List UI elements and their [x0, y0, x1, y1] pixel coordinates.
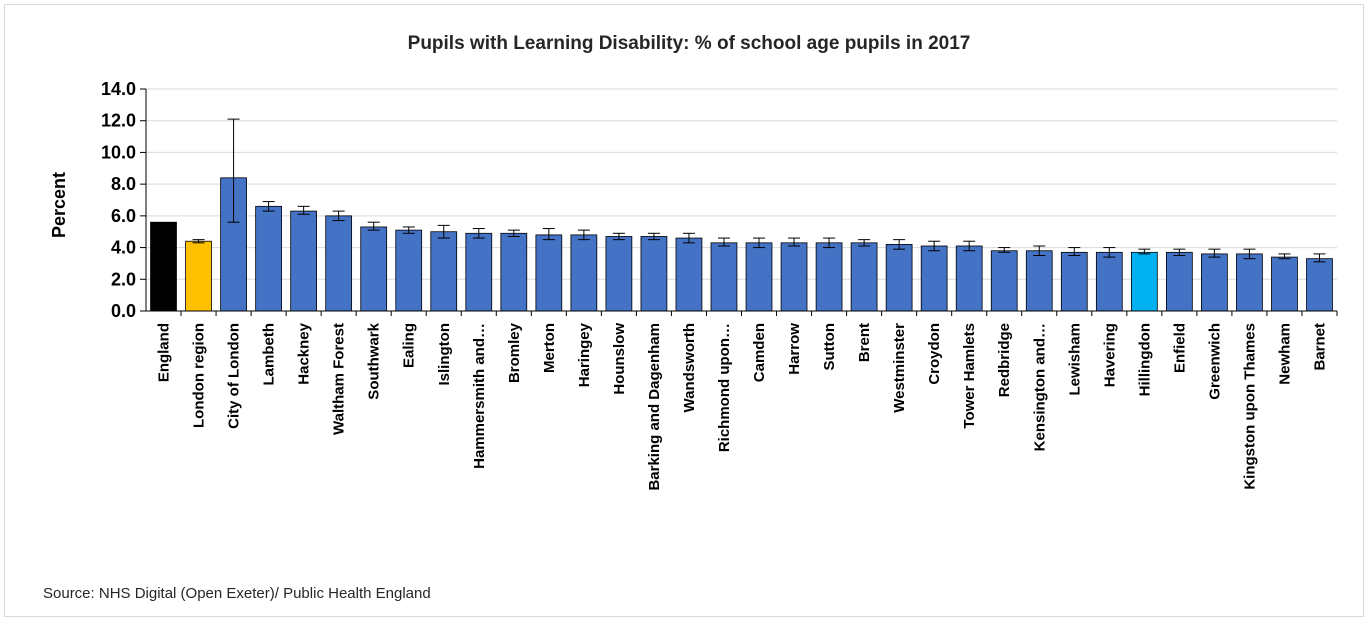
- x-tick-label: Brent: [856, 323, 873, 362]
- bar: [1130, 251, 1158, 312]
- x-tick-label: Wandsworth: [681, 323, 698, 412]
- bar: [1095, 251, 1123, 312]
- bar: [885, 243, 913, 312]
- y-tick-label: 12.0: [101, 111, 136, 131]
- x-tick-label: Sutton: [821, 323, 838, 370]
- x-tick-label: Havering: [1101, 323, 1118, 387]
- bars: [150, 177, 1333, 312]
- x-tick-label: Ealing: [401, 323, 418, 368]
- bar: [605, 236, 633, 312]
- axes: 0.0 2.0 4.0 6.0 8.0 10.0 12.0 14.0: [101, 79, 1338, 321]
- y-tick-label: 4.0: [111, 238, 136, 258]
- y-tick-label: 8.0: [111, 174, 136, 194]
- x-tick-label: London region: [191, 323, 208, 428]
- x-tick-label: Waltham Forest: [331, 323, 348, 435]
- y-tick-label: 6.0: [111, 206, 136, 226]
- bar: [360, 226, 388, 312]
- x-tick-label: Kingston upon Thames: [1241, 323, 1258, 490]
- y-tick-label: 10.0: [101, 142, 136, 162]
- x-tick-label: City of London: [226, 323, 243, 429]
- bar: [1060, 251, 1088, 312]
- bar: [150, 221, 177, 312]
- bar: [570, 234, 598, 312]
- x-tick-label: Enfield: [1171, 323, 1188, 373]
- y-tick-label: 2.0: [111, 269, 136, 289]
- bar: [1025, 250, 1053, 312]
- bar: [465, 232, 493, 312]
- bar: [500, 232, 528, 312]
- bar: [990, 250, 1018, 312]
- x-tick-labels: England London region City of London Lambet…: [156, 322, 1329, 490]
- x-tick-label: Haringey: [576, 322, 593, 387]
- y-axis-label: Percent: [49, 172, 69, 238]
- bar: [745, 242, 773, 312]
- chart-title: Pupils with Learning Disability: % of sc…: [408, 33, 971, 54]
- bar: [1306, 258, 1333, 312]
- bar: [430, 231, 458, 312]
- bar: [850, 242, 878, 312]
- y-tick-label: 0.0: [111, 301, 136, 321]
- x-tick-label: Newham: [1276, 323, 1293, 385]
- error-bars: [192, 118, 1326, 263]
- bar: [1271, 256, 1298, 312]
- x-tick-label: Bromley: [506, 322, 523, 383]
- x-tick-label: Greenwich: [1206, 323, 1223, 400]
- source-note: Source: NHS Digital (Open Exeter)/ Publi…: [43, 585, 431, 602]
- bar: [1201, 253, 1228, 312]
- bar: [920, 245, 948, 312]
- x-tick-label: Westminster: [891, 323, 908, 413]
- bar: [185, 240, 212, 312]
- x-tick-label: Barnet: [1311, 323, 1328, 371]
- x-tick-label: Lewisham: [1066, 323, 1083, 396]
- bar: [325, 215, 353, 312]
- x-tick-label: Islington: [436, 323, 453, 386]
- bar: [255, 205, 282, 312]
- bar: [290, 210, 317, 312]
- x-tick-label: Merton: [541, 323, 558, 373]
- x-tick-label: Tower Hamlets: [961, 323, 978, 429]
- x-tick-label: Lambeth: [261, 323, 278, 386]
- bar: [1166, 251, 1193, 312]
- chart-frame: Pupils with Learning Disability: % of sc…: [4, 4, 1364, 617]
- bar: [780, 242, 808, 312]
- x-tick-label: Croydon: [926, 323, 943, 385]
- bar: [395, 229, 423, 312]
- x-tick-label: Southwark: [366, 322, 383, 399]
- x-tick-label: Camden: [751, 323, 768, 382]
- x-tick-label: Hillingdon: [1136, 323, 1153, 396]
- x-tick-label: Hammersmith and…: [471, 323, 488, 469]
- x-tick-label: Hounslow: [611, 323, 628, 395]
- bar: [535, 234, 563, 312]
- x-tick-label: Kensington and…: [1031, 323, 1048, 451]
- bar: [710, 242, 738, 312]
- bar: [675, 237, 703, 312]
- x-tick-label: Hackney: [296, 322, 313, 384]
- bar: [640, 236, 668, 312]
- bar: [955, 245, 983, 312]
- x-tick-label: England: [156, 323, 173, 382]
- chart-svg: Pupils with Learning Disability: % of sc…: [43, 33, 1338, 602]
- x-tick-label: Redbridge: [996, 323, 1013, 397]
- x-tick-label: Barking and Dagenham: [646, 323, 663, 491]
- x-tick-label: Harrow: [786, 323, 803, 375]
- bar: [1236, 253, 1263, 312]
- y-tick-label: 14.0: [101, 79, 136, 99]
- bar: [815, 242, 843, 312]
- gridlines: [146, 88, 1337, 280]
- x-tick-label: Richmond upon…: [716, 323, 733, 452]
